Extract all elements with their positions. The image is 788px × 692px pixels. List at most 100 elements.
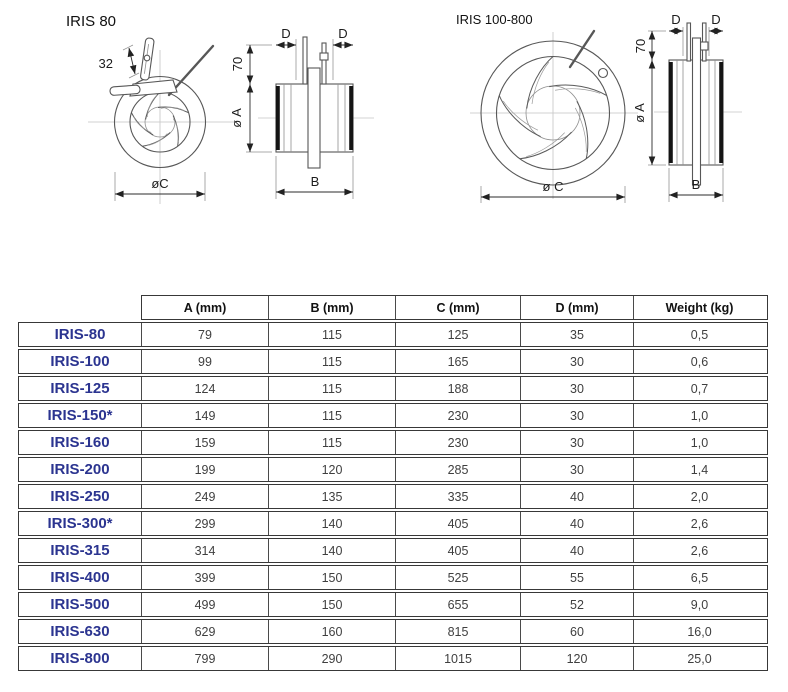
value-cell-a: 799	[142, 647, 269, 670]
table-header-row: A (mm) B (mm) C (mm) D (mm) Weight (kg)	[141, 295, 768, 320]
gasket-seals	[275, 86, 354, 150]
value-cell-d: 35	[521, 323, 634, 346]
table-row: IRIS-500 499 150 655 52 9,0	[18, 592, 768, 617]
value-cell-weight: 2,6	[690, 543, 709, 558]
value-cell-d: 40	[521, 485, 634, 508]
value-cell-a: 199	[142, 458, 269, 481]
model-name-cell: IRIS-800	[19, 647, 142, 670]
value-cell-d: 52	[521, 593, 634, 616]
model-name-cell: IRIS-150*	[19, 404, 142, 427]
value-cell-d: 30	[521, 458, 634, 481]
table-row: IRIS-630 629 160 815 60 16,0	[18, 619, 768, 644]
dim-label-b: B	[692, 177, 701, 192]
value-cell-a: 299	[142, 512, 269, 535]
value-cell-weight: 9,0	[690, 597, 709, 612]
dimension-70: 70	[230, 44, 272, 84]
locking-rod	[568, 29, 596, 69]
dim-label-b: B	[311, 174, 320, 189]
value-cell-d: 30	[521, 431, 634, 454]
adjustment-lever	[109, 37, 178, 97]
value-cell-c: 285	[396, 458, 521, 481]
table-row: IRIS-80 79 115 125 35 0,5	[18, 322, 768, 347]
table-row: IRIS-400 399 150 525 55 6,5	[18, 565, 768, 590]
locking-rod	[167, 44, 215, 97]
dimension-diameter-c: øC	[114, 172, 206, 201]
dimension-diameter-a: ø A	[632, 60, 666, 166]
table-row: IRIS-100 99 115 165 30 0,6	[18, 349, 768, 374]
dim-label-d-right: D	[711, 12, 720, 27]
value-cell-c: 815	[396, 620, 521, 643]
dimension-diameter-c: ø C	[480, 179, 626, 203]
model-name-cell: IRIS-300*	[19, 512, 142, 535]
center-plate	[691, 37, 702, 186]
value-cell-b: 135	[269, 485, 396, 508]
adjustment-rod	[302, 36, 308, 85]
model-name-cell: IRIS-315	[19, 539, 142, 562]
iris-blades	[498, 56, 607, 160]
column-header-weight: Weight (kg)	[665, 300, 734, 315]
value-cell-d: 55	[521, 566, 634, 589]
model-name-cell: IRIS-200	[19, 458, 142, 481]
iris-blades	[131, 91, 189, 147]
value-cell-d: 120	[521, 647, 634, 670]
value-cell-a: 499	[142, 593, 269, 616]
value-cell-c: 188	[396, 377, 521, 400]
table-row: IRIS-800 799 290 1015 120 25,0	[18, 646, 768, 671]
model-name-cell: IRIS-630	[19, 620, 142, 643]
table-row: IRIS-300* 299 140 405 40 2,6	[18, 511, 768, 536]
value-cell-a: 314	[142, 539, 269, 562]
value-cell-b: 140	[269, 512, 396, 535]
dim-label-diameter-c: ø C	[543, 179, 564, 194]
iris-80-drawing: IRIS 80	[66, 13, 374, 204]
value-cell-c: 230	[396, 404, 521, 427]
model-name-cell: IRIS-80	[19, 323, 142, 346]
dim-label-d-left: D	[281, 26, 290, 41]
value-cell-b: 120	[269, 458, 396, 481]
value-cell-c: 405	[396, 539, 521, 562]
value-cell-weight: 1,0	[690, 408, 709, 423]
dim-label-70: 70	[633, 39, 648, 53]
column-header-b: B (mm)	[269, 296, 396, 319]
value-cell-b: 140	[269, 539, 396, 562]
value-cell-c: 1015	[396, 647, 521, 670]
value-cell-c: 230	[396, 431, 521, 454]
value-cell-weight: 1,4	[690, 462, 709, 477]
model-name-cell: IRIS-100	[19, 350, 142, 373]
value-cell-a: 79	[142, 323, 269, 346]
dim-label-d-right: D	[338, 26, 347, 41]
dim-label-diameter-a: ø A	[632, 103, 647, 123]
rod-nub	[699, 41, 709, 51]
value-cell-weight: 2,6	[690, 516, 709, 531]
dim-label-d-left: D	[671, 12, 680, 27]
dimension-d-right: D	[332, 26, 353, 80]
table-row: IRIS-160 159 115 230 30 1,0	[18, 430, 768, 455]
value-cell-weight: 2,0	[690, 489, 709, 504]
iris-100-800-front-view: ø C	[470, 29, 638, 203]
center-plate	[307, 67, 321, 169]
dimension-d-right: D	[708, 12, 723, 56]
flange-lines	[676, 60, 716, 165]
value-cell-b: 115	[269, 350, 396, 373]
dimension-b: B	[275, 156, 354, 199]
dim-label-diameter-c: øC	[151, 176, 168, 191]
gasket-seals	[668, 62, 724, 163]
drawing-title-iris-80: IRIS 80	[66, 13, 116, 30]
column-header-a: A (mm)	[142, 296, 269, 319]
value-cell-c: 655	[396, 593, 521, 616]
value-cell-c: 525	[396, 566, 521, 589]
value-cell-b: 115	[269, 377, 396, 400]
iris-80-side-view: D D 70 ø A B	[229, 26, 374, 199]
value-cell-a: 629	[142, 620, 269, 643]
value-cell-c: 405	[396, 512, 521, 535]
value-cell-b: 115	[269, 404, 396, 427]
value-cell-b: 150	[269, 566, 396, 589]
table-row: IRIS-200 199 120 285 30 1,4	[18, 457, 768, 482]
dimension-70: 70	[633, 30, 666, 60]
table-row: IRIS-125 124 115 188 30 0,7	[18, 376, 768, 401]
dimension-d-left: D	[276, 26, 297, 80]
dimension-32: 32	[99, 44, 140, 79]
value-cell-weight: 25,0	[687, 651, 712, 666]
value-cell-a: 399	[142, 566, 269, 589]
model-name-cell: IRIS-400	[19, 566, 142, 589]
